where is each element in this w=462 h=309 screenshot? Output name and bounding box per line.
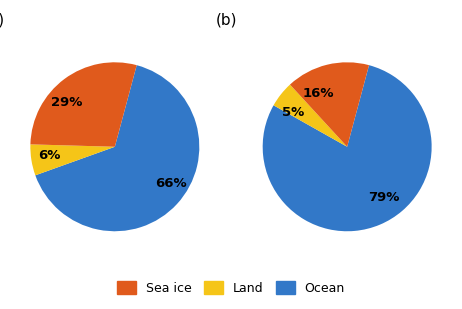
Text: 5%: 5% xyxy=(282,106,304,119)
Text: 79%: 79% xyxy=(368,191,400,204)
Text: 66%: 66% xyxy=(155,177,187,190)
Wedge shape xyxy=(35,65,199,231)
Text: 16%: 16% xyxy=(303,87,334,100)
Wedge shape xyxy=(290,62,369,147)
Wedge shape xyxy=(30,144,115,175)
Text: 29%: 29% xyxy=(51,96,82,109)
Wedge shape xyxy=(30,62,137,147)
Text: 6%: 6% xyxy=(38,149,61,162)
Wedge shape xyxy=(263,65,432,231)
Text: (b): (b) xyxy=(216,12,238,28)
Text: (a): (a) xyxy=(0,12,5,28)
Legend: Sea ice, Land, Ocean: Sea ice, Land, Ocean xyxy=(112,276,350,300)
Wedge shape xyxy=(274,85,347,147)
